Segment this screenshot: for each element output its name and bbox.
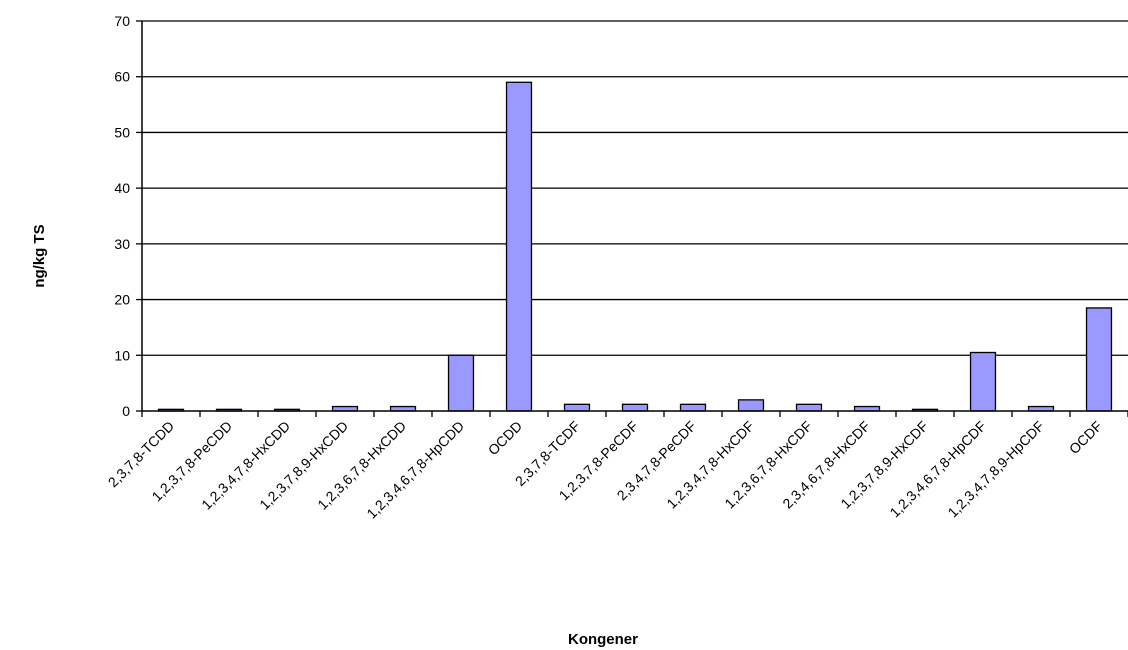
bar [969, 351, 997, 412]
bar [679, 403, 707, 412]
x-tick-label: 1,2,3,4,7,8,9-HpCDF [944, 418, 1047, 521]
bar [795, 403, 823, 412]
x-axis-title: Kongener [568, 631, 638, 648]
bar [563, 403, 591, 412]
bar [621, 403, 649, 412]
y-tick-label: 60 [114, 69, 130, 85]
x-tick-labels: 2,3,7,8-TCDD1,2,3,7,8-PeCDD1,2,3,4,7,8-H… [105, 418, 1105, 522]
y-tick-label: 20 [114, 292, 130, 308]
bar [1085, 307, 1113, 412]
y-tick-label: 10 [114, 347, 130, 363]
x-tick-label: OCDD [485, 418, 525, 458]
y-axis-title: ng/kg TS [31, 224, 48, 287]
y-tick-label: 0 [122, 403, 130, 419]
gridlines [142, 20, 1128, 356]
y-tick-labels: 0 10 20 30 40 50 60 70 [114, 13, 130, 419]
bar [505, 81, 533, 412]
bar [447, 354, 475, 412]
bars [157, 81, 1113, 412]
x-tick-label: 1,2,3,4,6,7,8-HpCDD [363, 418, 467, 522]
axes [136, 20, 1128, 417]
x-tick-label: 1,2,3,4,6,7,8-HpCDF [886, 418, 989, 521]
bar [737, 399, 765, 412]
y-tick-label: 40 [114, 180, 130, 196]
y-tick-label: 70 [114, 13, 130, 29]
y-tick-label: 30 [114, 236, 130, 252]
y-tick-label: 50 [114, 124, 130, 140]
x-tick-label: OCDF [1066, 418, 1105, 457]
